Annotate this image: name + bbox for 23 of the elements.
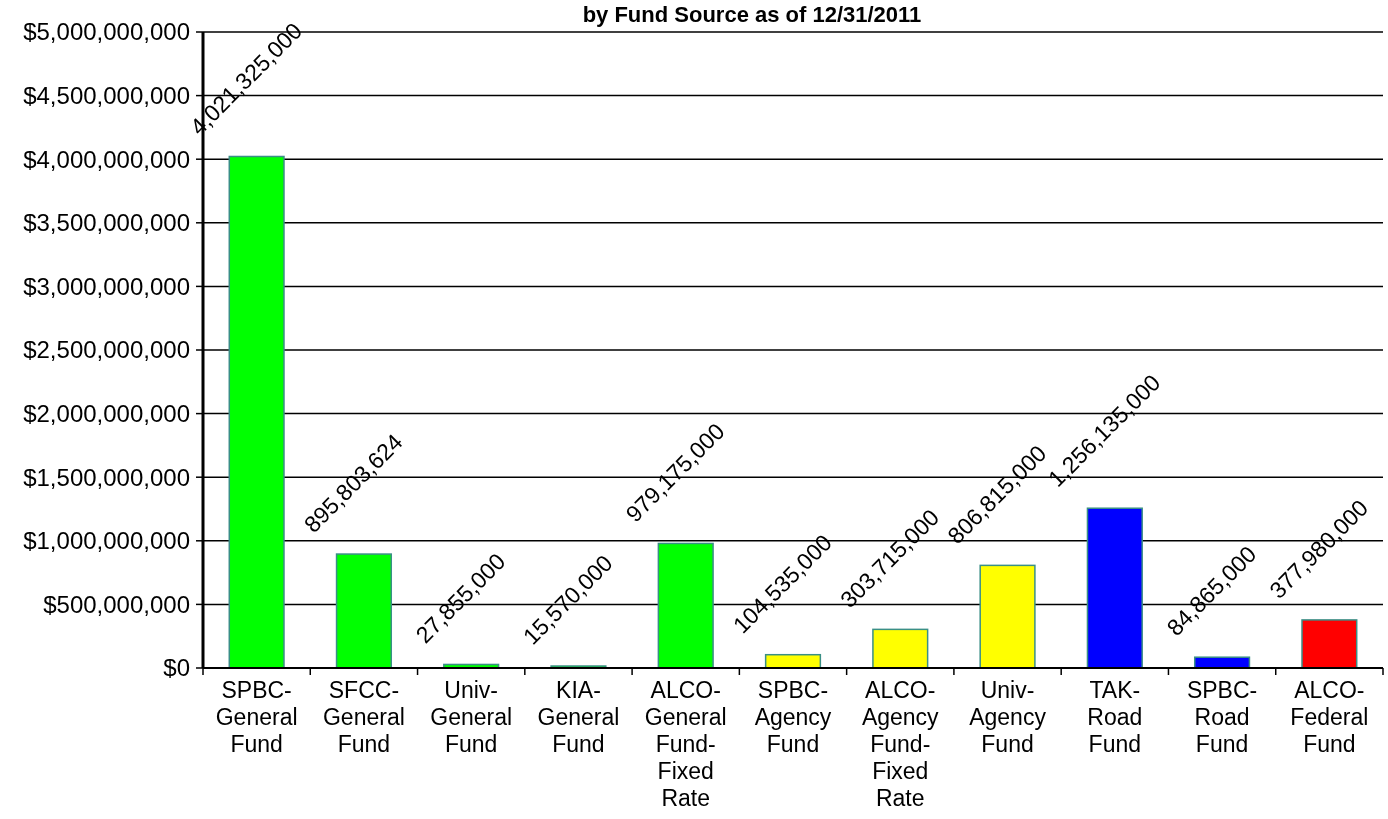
x-tick-label: SFCC-General Fund: [323, 677, 405, 757]
y-tick-label: $4,000,000,000: [23, 145, 190, 173]
x-tick-label: SPBC-Road Fund: [1186, 677, 1258, 757]
y-tick-label: $1,500,000,000: [23, 463, 190, 491]
x-tick-label: Univ-Agency Fund: [969, 677, 1047, 757]
y-tick-label: $3,000,000,000: [23, 272, 190, 300]
x-tick-label: ALCO-General Fund-Fixed Rate: [644, 677, 727, 811]
y-tick-label: $0: [163, 654, 190, 682]
x-tick-label: SPBC-General Fund: [215, 677, 298, 757]
y-tick-label: $500,000,000: [43, 590, 190, 618]
x-tick-label: ALCO-Agency Fund-Fixed Rate: [861, 677, 940, 811]
x-tick-label: KIA-General Fund: [537, 677, 620, 757]
y-tick-label: $5,000,000,000: [23, 18, 190, 46]
y-tick-label: $2,000,000,000: [23, 400, 190, 427]
x-tick-label: ALCO-Federal Fund: [1290, 677, 1369, 757]
x-tick-label: Univ-General Fund: [430, 677, 513, 757]
chart-title: by Fund Source as of 12/31/2011: [582, 2, 922, 27]
y-tick-label: $3,500,000,000: [23, 209, 190, 237]
x-tick-label: TAK-Road Fund: [1087, 677, 1143, 757]
x-tick-label: SPBC-Agency Fund: [754, 677, 832, 757]
y-tick-label: $1,000,000,000: [23, 527, 190, 555]
y-tick-label: $2,500,000,000: [23, 336, 190, 364]
y-tick-label: $4,500,000,000: [23, 82, 190, 109]
